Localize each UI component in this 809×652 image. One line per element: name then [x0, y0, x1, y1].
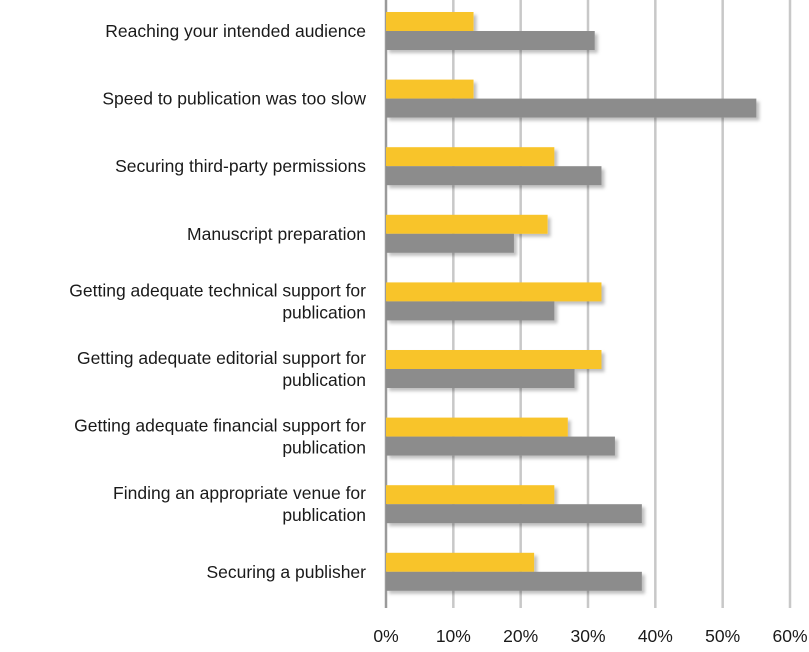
category-labels: Reaching your intended audience Speed to … — [69, 21, 366, 582]
bar-series-1 — [386, 417, 568, 437]
category-label: Speed to publication was too slow — [102, 89, 366, 109]
category-label: Securing third-party permissions — [115, 156, 366, 176]
bars — [386, 12, 757, 591]
bar-series-1 — [386, 485, 555, 505]
bar-series-2 — [386, 31, 595, 50]
bar-series-1 — [386, 147, 555, 167]
bar-series-1 — [386, 552, 535, 572]
bar-series-1 — [386, 350, 602, 369]
bar-series-2 — [386, 301, 555, 321]
category-label: Getting adequate editorial support for pu… — [77, 348, 366, 390]
bar-series-2 — [386, 166, 602, 186]
x-tick-label: 0% — [373, 626, 398, 646]
bar-series-2 — [386, 571, 642, 591]
x-tick-label: 40% — [638, 626, 673, 646]
bar-series-1 — [386, 79, 474, 99]
bar-series-2 — [386, 98, 757, 118]
x-tick-labels: 0% 10% 20% 30% 40% 50% 60% — [373, 626, 807, 646]
category-label: Getting adequate technical support for pu… — [69, 280, 366, 322]
category-label: Securing a publisher — [206, 562, 366, 582]
bar-series-1 — [386, 214, 548, 234]
bar-series-2 — [386, 233, 514, 253]
x-tick-label: 10% — [436, 626, 471, 646]
bar-series-2 — [386, 436, 615, 456]
x-tick-label: 20% — [503, 626, 538, 646]
bar-series-1 — [386, 282, 602, 302]
category-label: Finding an appropriate venue for publicat… — [113, 483, 366, 525]
x-tick-label: 50% — [705, 626, 740, 646]
bar-series-2 — [386, 369, 575, 388]
x-tick-label: 30% — [570, 626, 605, 646]
category-label: Getting adequate financial support for pu… — [74, 416, 366, 458]
category-label: Manuscript preparation — [187, 224, 366, 244]
x-tick-label: 60% — [772, 626, 807, 646]
category-label: Reaching your intended audience — [105, 21, 366, 41]
bar-series-2 — [386, 504, 642, 524]
bar-series-1 — [386, 12, 474, 31]
